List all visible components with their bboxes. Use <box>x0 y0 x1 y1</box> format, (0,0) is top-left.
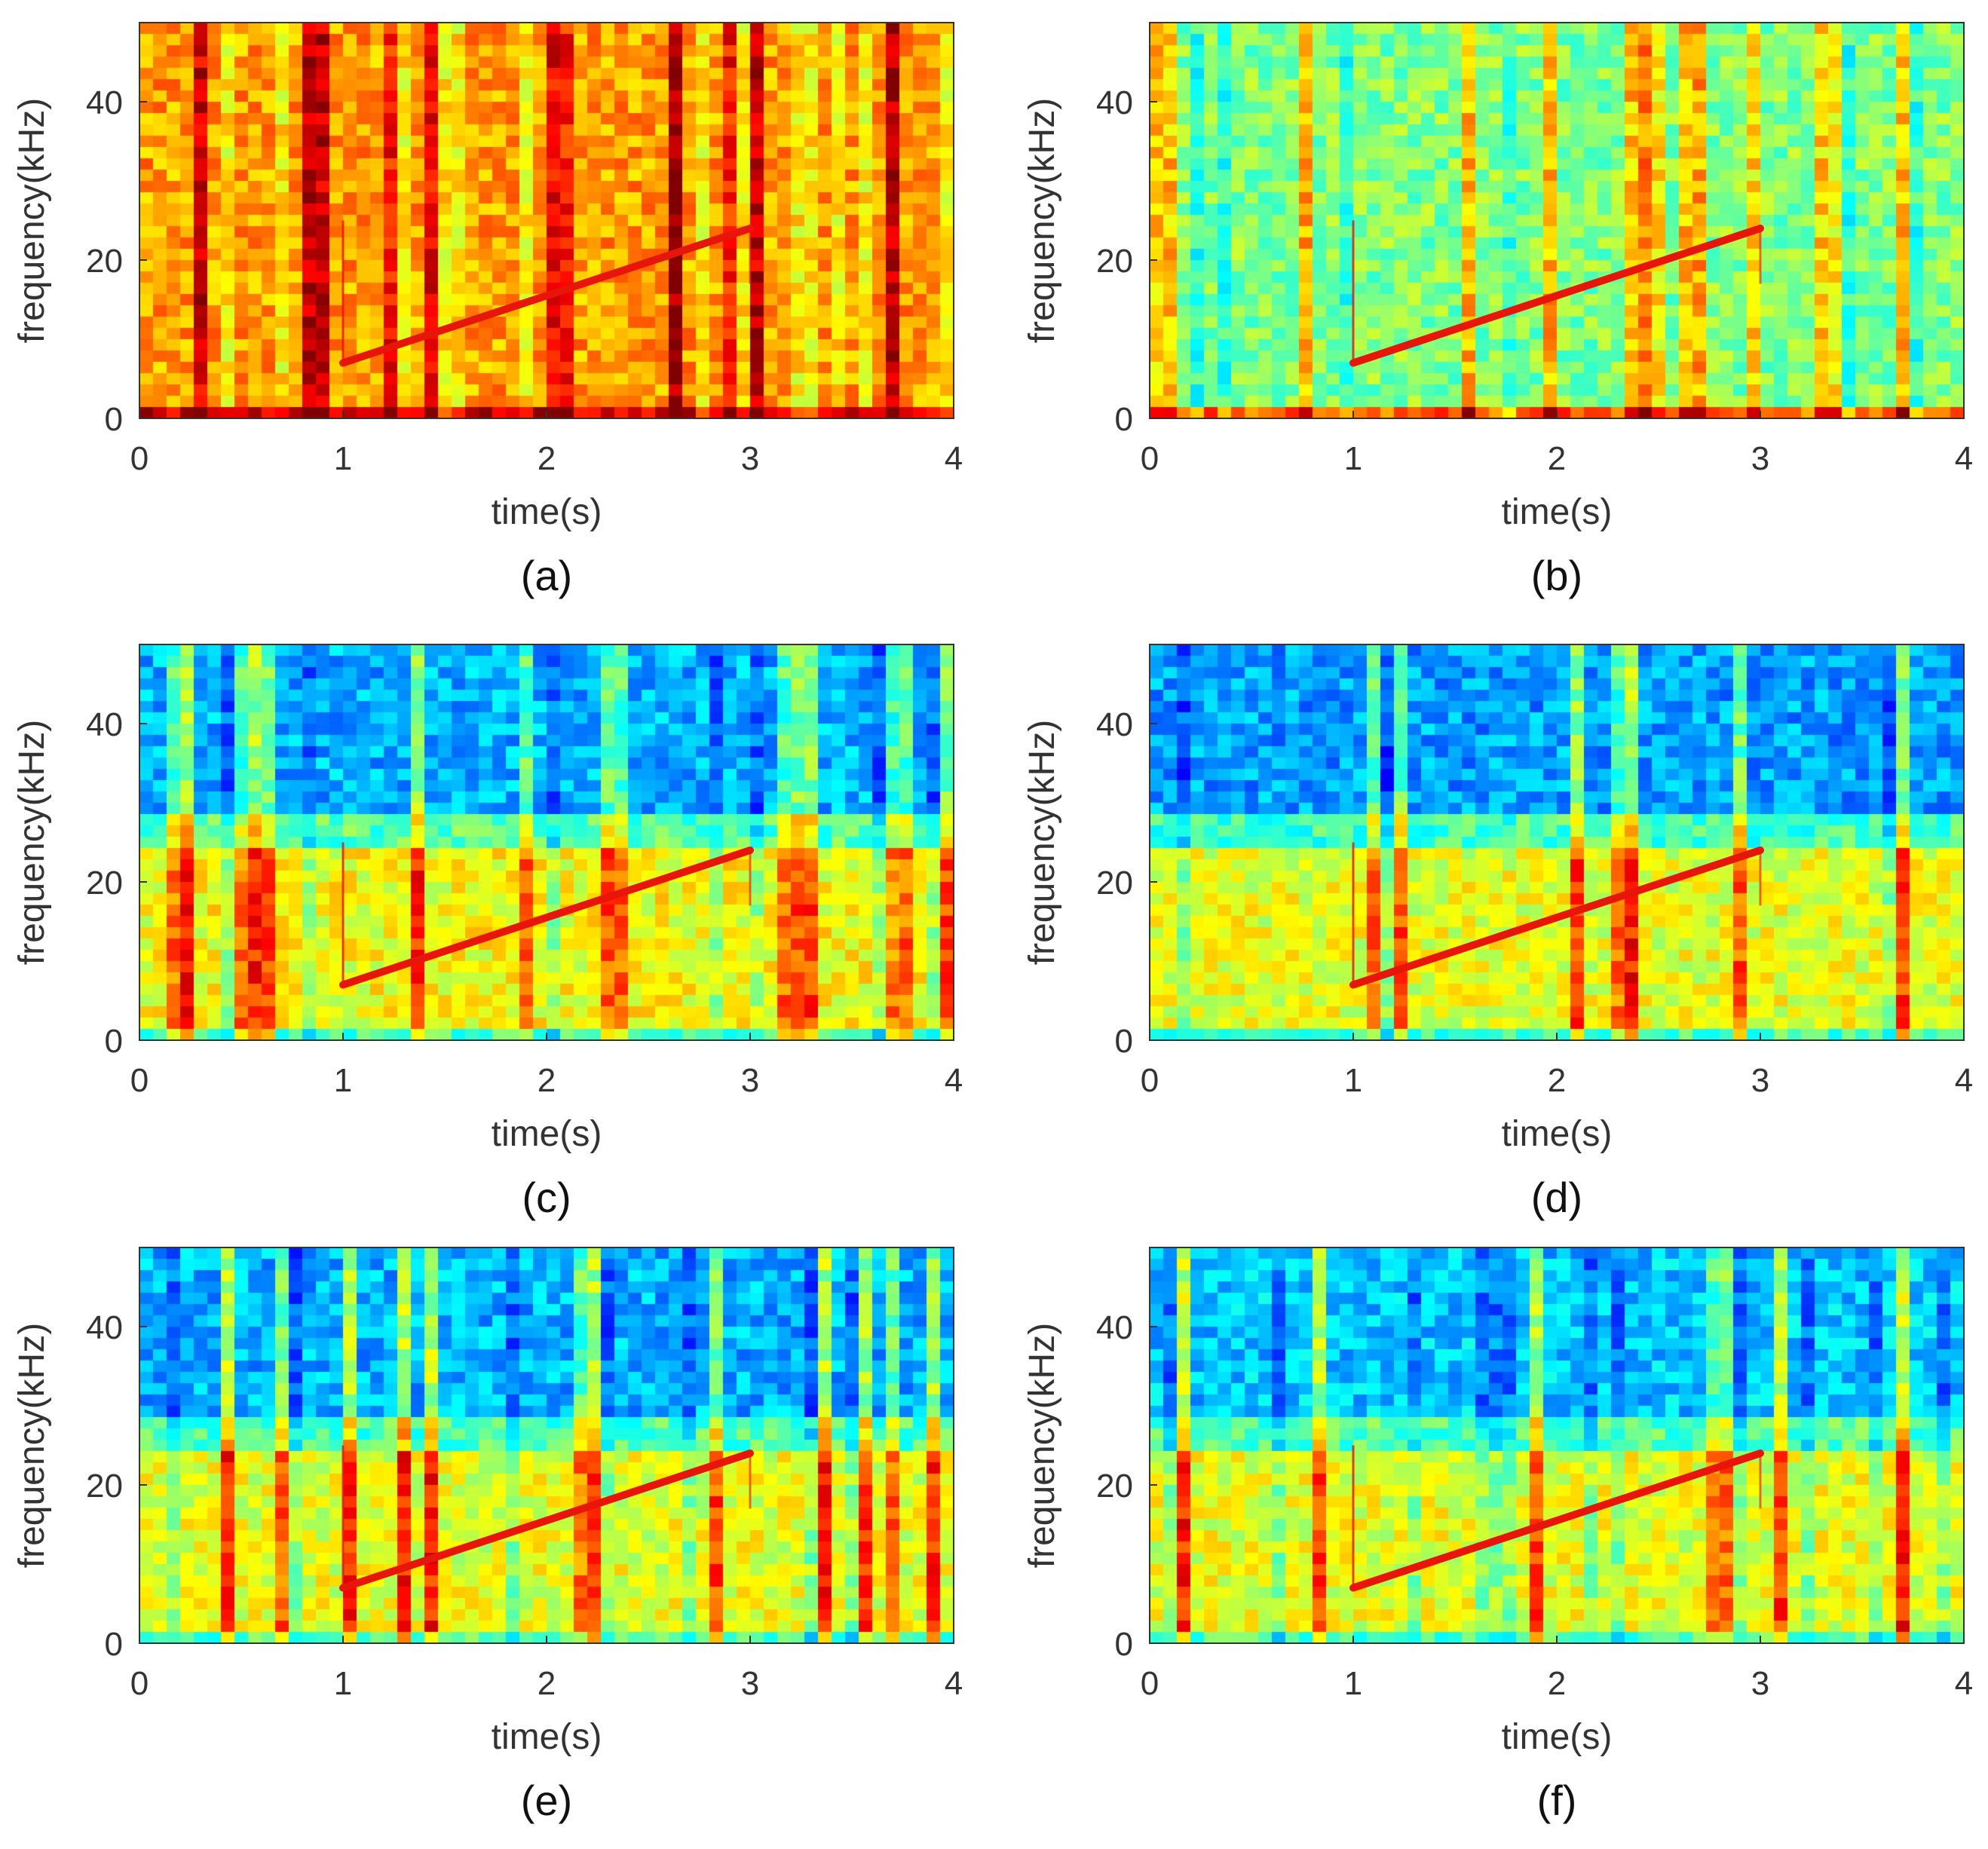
chirp-signal-line-a <box>339 225 754 367</box>
y-tick-label-d: 0 <box>1115 1023 1133 1060</box>
x-tick-label-e: 2 <box>538 1665 556 1702</box>
y-tick-label-d: 40 <box>1096 706 1133 743</box>
y-tick-label-f: 0 <box>1115 1626 1133 1663</box>
x-tick-label-a: 1 <box>334 440 352 477</box>
x-tick-label-c: 4 <box>945 1062 963 1099</box>
x-tick-label-d: 4 <box>1955 1062 1973 1099</box>
x-tick-label-e: 3 <box>741 1665 759 1702</box>
x-axis-label-e: time(s) <box>492 1717 602 1757</box>
x-axis-label-a: time(s) <box>492 492 602 532</box>
x-tick-label-f: 0 <box>1141 1665 1159 1702</box>
x-tick-label-b: 0 <box>1141 440 1159 477</box>
y-axis-label-b: frequency(kHz) <box>1022 98 1062 343</box>
y-tick-label-b: 20 <box>1096 243 1133 280</box>
chirp-signal-line-c <box>339 846 754 989</box>
y-tick-label-a: 40 <box>86 84 123 121</box>
y-tick-label-a: 0 <box>105 401 123 438</box>
x-axis-label-d: time(s) <box>1502 1114 1613 1154</box>
y-tick-label-c: 20 <box>86 865 123 902</box>
x-tick-label-c: 2 <box>538 1062 556 1099</box>
spectrogram-heatmap-c <box>139 644 954 1040</box>
chirp-signal-line-d <box>1349 846 1764 989</box>
x-tick-label-f: 2 <box>1548 1665 1566 1702</box>
panel-caption-e: (e) <box>521 1777 572 1824</box>
x-axis-label-f: time(s) <box>1502 1717 1613 1757</box>
spectrogram-heatmap-e <box>139 1247 954 1643</box>
x-tick-label-b: 2 <box>1548 440 1566 477</box>
x-tick-label-e: 0 <box>130 1665 149 1702</box>
x-tick-label-e: 4 <box>945 1665 963 1702</box>
x-tick-label-b: 4 <box>1955 440 1973 477</box>
spectrogram-heatmap-a <box>139 23 954 418</box>
x-tick-label-c: 3 <box>741 1062 759 1099</box>
x-tick-label-e: 1 <box>334 1665 352 1702</box>
x-tick-label-a: 2 <box>538 440 556 477</box>
spectrogram-heatmap-d <box>1150 644 1964 1040</box>
spectrogram-heatmap-b <box>1150 23 1964 418</box>
y-tick-label-e: 20 <box>86 1468 123 1505</box>
y-tick-label-e: 40 <box>86 1309 123 1346</box>
y-tick-label-f: 40 <box>1096 1309 1133 1346</box>
y-tick-label-a: 20 <box>86 243 123 280</box>
x-tick-label-a: 3 <box>741 440 759 477</box>
panel-caption-c: (c) <box>522 1174 571 1221</box>
x-tick-label-d: 2 <box>1548 1062 1566 1099</box>
y-axis-label-f: frequency(kHz) <box>1022 1323 1062 1568</box>
y-tick-label-d: 20 <box>1096 865 1133 902</box>
chirp-signal-line-f <box>1349 1450 1764 1592</box>
x-tick-label-d: 0 <box>1141 1062 1159 1099</box>
x-tick-label-c: 1 <box>334 1062 352 1099</box>
x-tick-label-a: 4 <box>945 440 963 477</box>
chirp-signal-line-b <box>1349 225 1764 367</box>
x-tick-label-a: 0 <box>130 440 149 477</box>
y-tick-label-f: 20 <box>1096 1468 1133 1505</box>
panel-caption-d: (d) <box>1531 1174 1582 1221</box>
panel-caption-f: (f) <box>1537 1777 1577 1824</box>
chirp-signal-line-e <box>339 1450 754 1592</box>
y-tick-label-b: 40 <box>1096 84 1133 121</box>
y-axis-label-c: frequency(kHz) <box>12 720 52 965</box>
x-tick-label-f: 4 <box>1955 1665 1973 1702</box>
x-tick-label-b: 3 <box>1751 440 1769 477</box>
x-axis-label-c: time(s) <box>492 1114 602 1154</box>
y-tick-label-c: 0 <box>105 1023 123 1060</box>
y-tick-label-c: 40 <box>86 706 123 743</box>
y-axis-label-e: frequency(kHz) <box>12 1323 52 1568</box>
y-tick-label-b: 0 <box>1115 401 1133 438</box>
spectrogram-heatmap-f <box>1150 1247 1964 1643</box>
x-tick-label-f: 3 <box>1751 1665 1769 1702</box>
y-axis-label-d: frequency(kHz) <box>1022 720 1062 965</box>
panel-caption-b: (b) <box>1531 552 1582 599</box>
x-tick-label-d: 1 <box>1344 1062 1362 1099</box>
y-tick-label-e: 0 <box>105 1626 123 1663</box>
x-axis-label-b: time(s) <box>1502 492 1613 532</box>
panel-caption-a: (a) <box>521 552 572 599</box>
y-axis-label-a: frequency(kHz) <box>12 98 52 343</box>
x-tick-label-b: 1 <box>1344 440 1362 477</box>
x-tick-label-f: 1 <box>1344 1665 1362 1702</box>
x-tick-label-c: 0 <box>130 1062 149 1099</box>
x-tick-label-d: 3 <box>1751 1062 1769 1099</box>
